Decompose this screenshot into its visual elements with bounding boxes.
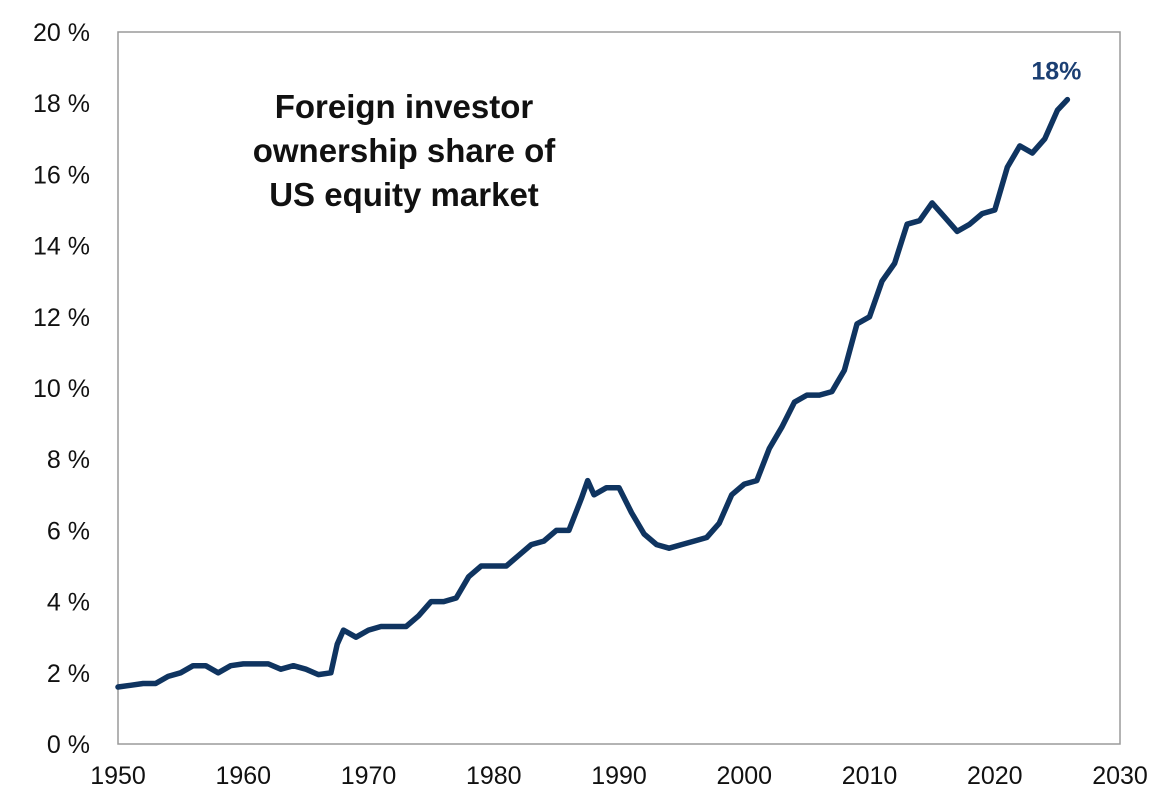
y-tick-label: 10 % bbox=[33, 375, 90, 403]
y-tick-label: 2 % bbox=[47, 660, 90, 688]
x-tick-label: 2020 bbox=[967, 762, 1023, 790]
y-tick-label: 18 % bbox=[33, 90, 90, 118]
y-tick-label: 4 % bbox=[47, 589, 90, 617]
x-tick-label: 1990 bbox=[591, 762, 647, 790]
plot-frame bbox=[117, 31, 1121, 745]
y-tick-label: 8 % bbox=[47, 446, 90, 474]
x-tick-label: 2010 bbox=[842, 762, 898, 790]
y-tick-label: 0 % bbox=[47, 731, 90, 759]
chart-title-line-1: Foreign investor bbox=[275, 88, 534, 125]
y-tick-label: 12 % bbox=[33, 304, 90, 332]
x-tick-label: 1980 bbox=[466, 762, 522, 790]
x-tick-label: 2000 bbox=[716, 762, 772, 790]
chart-title-line-3: US equity market bbox=[269, 176, 539, 213]
x-axis: 1950 1960 1970 1980 1990 2000 2010 2020 2030 bbox=[90, 762, 1148, 790]
x-tick-label: 1960 bbox=[215, 762, 271, 790]
y-tick-label: 14 % bbox=[33, 233, 90, 261]
y-tick-label: 20 % bbox=[33, 19, 90, 47]
x-tick-label: 1950 bbox=[90, 762, 146, 790]
y-axis: 0 % 2 % 4 % 6 % 8 % 10 % 12 % 14 % 16 % 18 % 20 % bbox=[33, 19, 90, 759]
x-tick-label: 2030 bbox=[1092, 762, 1148, 790]
y-tick-label: 6 % bbox=[47, 517, 90, 545]
series-line bbox=[115, 96, 1071, 690]
latest-value-annotation: 18% bbox=[1031, 58, 1081, 86]
y-tick-label: 16 % bbox=[33, 161, 90, 189]
chart-title-line-2: ownership share of bbox=[253, 132, 557, 169]
x-tick-label: 1970 bbox=[341, 762, 397, 790]
